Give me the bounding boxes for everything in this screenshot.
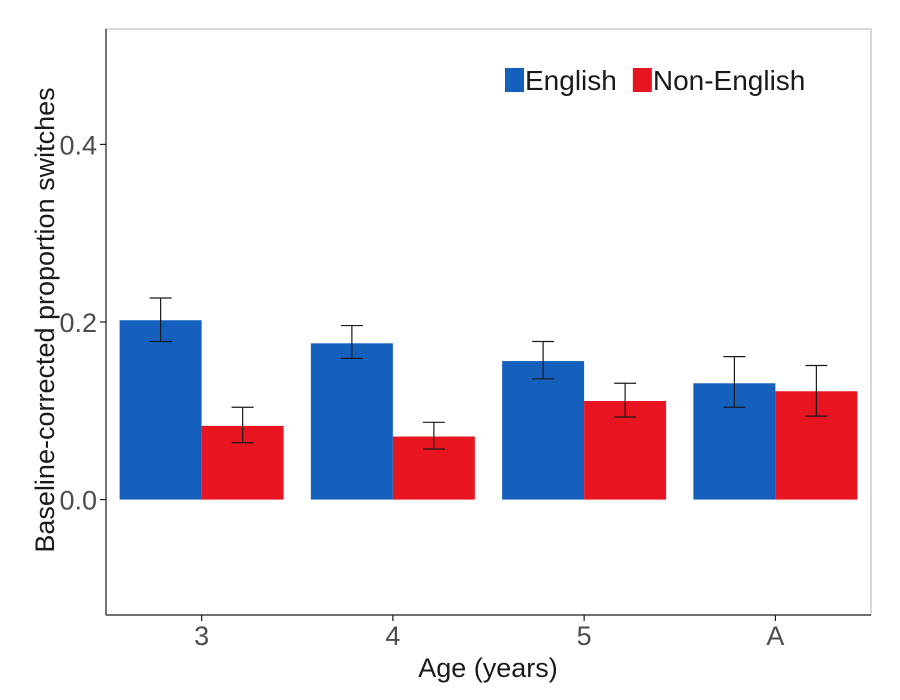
- x-tick-label: 5: [577, 621, 592, 651]
- error-bar: [231, 406, 254, 444]
- error-bar: [723, 356, 746, 408]
- x-axis: 3 4 5 A: [194, 615, 784, 651]
- x-tick-label: A: [766, 621, 784, 651]
- error-bar: [340, 324, 363, 360]
- legend-item: English: [505, 65, 617, 96]
- legend: English Non-English: [505, 65, 805, 96]
- legend-swatch: [632, 68, 652, 92]
- error-bar: [532, 340, 555, 380]
- x-tick-label: 3: [194, 621, 209, 651]
- error-bar: [149, 297, 172, 343]
- bar-english-5: [502, 361, 585, 500]
- error-bar: [614, 382, 637, 418]
- y-tick-label: 0.0: [59, 486, 97, 516]
- y-tick-label: 0.2: [59, 308, 97, 338]
- legend-label: English: [525, 65, 617, 96]
- bar-english-4: [310, 343, 393, 500]
- bars-layer: [119, 320, 858, 500]
- y-axis: 0.0 0.2 0.4: [59, 130, 106, 516]
- error-bar: [805, 364, 828, 417]
- legend-swatch: [505, 68, 524, 92]
- legend-label: Non-English: [653, 65, 806, 96]
- y-axis-label: Baseline-corrected proportion switches: [30, 87, 60, 552]
- x-tick-label: 4: [385, 621, 400, 651]
- y-tick-label: 0.4: [59, 130, 97, 160]
- bar-english-3: [119, 320, 202, 500]
- error-bars-layer: [149, 297, 828, 450]
- x-axis-label: Age (years): [418, 653, 558, 683]
- error-bar: [422, 421, 445, 450]
- legend-item: Non-English: [632, 65, 806, 96]
